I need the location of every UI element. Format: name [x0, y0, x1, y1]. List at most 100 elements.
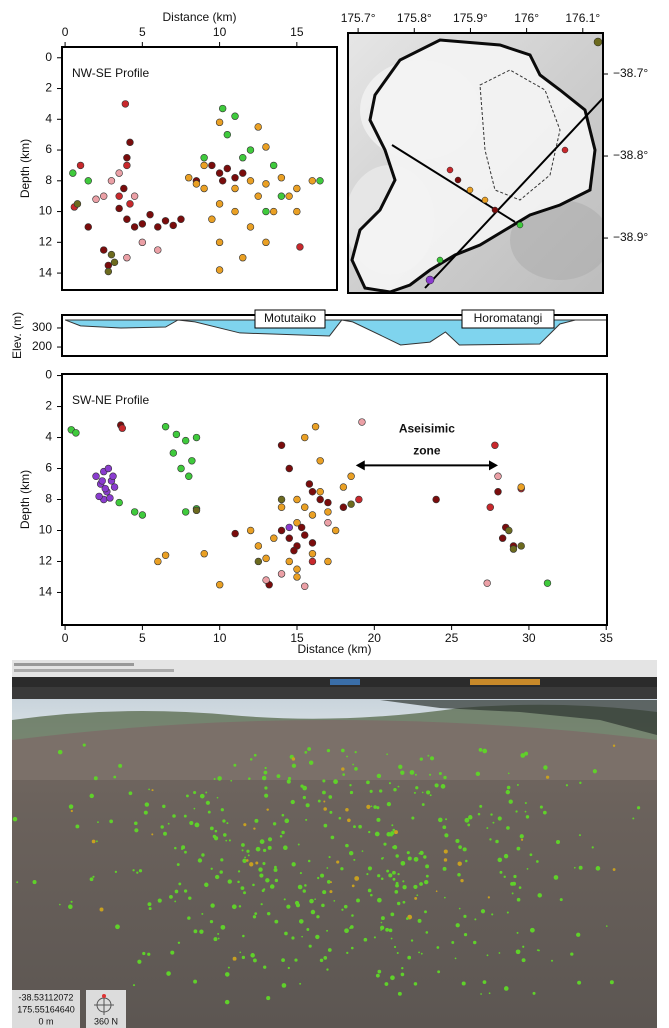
point-cloud-dot [216, 796, 219, 799]
point-cloud-dot [264, 793, 269, 798]
x-tick-label: 0 [62, 631, 69, 645]
point-cloud-dot [363, 937, 368, 942]
point-cloud-dot [350, 946, 354, 950]
event [316, 177, 324, 185]
event [215, 118, 224, 127]
point-cloud-dot [157, 898, 162, 903]
viewer-screenshot [12, 660, 657, 1028]
point-cloud-dot [322, 779, 326, 783]
point-cloud-dot [529, 927, 535, 933]
point-cloud-dot [237, 870, 241, 873]
point-cloud-dot [68, 904, 73, 909]
point-cloud-dot [419, 757, 423, 761]
y-tick-label: 0 [45, 368, 52, 382]
point-cloud-dot [210, 903, 215, 908]
point-cloud-dot [350, 925, 354, 929]
event [185, 472, 193, 480]
point-cloud-dot [321, 903, 325, 908]
point-cloud-dot [390, 937, 393, 940]
y-tick-label: 12 [39, 234, 53, 248]
event [262, 180, 270, 188]
map-frame [347, 32, 604, 294]
point-cloud-dot [89, 793, 94, 799]
y-tick-label: 10 [39, 523, 53, 537]
event [115, 204, 123, 213]
point-cloud-dot [457, 872, 461, 877]
event [239, 169, 247, 177]
point-cloud-dot [458, 907, 461, 910]
point-cloud-dot [259, 839, 265, 844]
point-cloud-dot [266, 996, 271, 1001]
point-cloud-dot [346, 755, 348, 758]
point-cloud-dot [492, 821, 495, 824]
y-tick-label: 300 [32, 320, 52, 334]
point-cloud-dot [380, 925, 385, 930]
point-cloud-dot [444, 833, 449, 838]
y-tick-label: 12 [39, 554, 53, 568]
point-cloud-dot [553, 875, 559, 880]
point-cloud-dot [443, 858, 448, 862]
point-cloud-dot [420, 952, 423, 955]
event [115, 498, 123, 507]
point-cloud-dot [12, 816, 18, 822]
point-cloud-dot [395, 883, 399, 888]
point-cloud-dot [460, 879, 464, 883]
point-cloud-dot [347, 818, 351, 823]
point-cloud-dot [260, 903, 263, 906]
point-cloud-dot [205, 791, 208, 794]
point-cloud-dot [246, 859, 249, 862]
point-cloud-dot [305, 803, 310, 808]
event [262, 238, 270, 247]
point-cloud-dot [518, 886, 522, 889]
point-cloud-dot [283, 845, 288, 851]
point-cloud-dot [419, 850, 424, 856]
point-cloud-dot [421, 803, 425, 806]
x-tick-label: 0 [62, 25, 69, 39]
event [277, 503, 286, 511]
point-cloud-dot [333, 779, 338, 785]
point-cloud-dot [526, 868, 529, 870]
point-cloud-dot [592, 769, 597, 774]
event [215, 200, 224, 208]
event [192, 180, 201, 188]
point-cloud-dot [393, 945, 397, 949]
x-tick-label: 20 [368, 631, 382, 645]
point-cloud-dot [366, 780, 370, 785]
point-cloud-dot [136, 871, 139, 874]
point-cloud-dot [570, 952, 574, 956]
point-cloud-dot [274, 878, 279, 883]
point-cloud-dot [427, 754, 430, 757]
point-cloud-dot [480, 993, 482, 995]
point-cloud-dot [193, 807, 196, 810]
point-cloud-dot [274, 865, 277, 869]
event [169, 221, 177, 230]
point-cloud-dot [477, 812, 481, 816]
point-cloud-dot [394, 889, 399, 894]
point-cloud-dot [539, 805, 543, 809]
event [308, 511, 317, 519]
point-cloud-dot [377, 897, 382, 903]
point-cloud-dot [402, 900, 406, 904]
point-cloud-dot [396, 951, 399, 955]
point-cloud-dot [354, 876, 360, 881]
event [161, 217, 170, 225]
event [324, 557, 332, 566]
point-cloud-dot [261, 775, 267, 781]
event [138, 511, 147, 519]
point-cloud-dot [96, 840, 98, 843]
point-cloud-dot [522, 945, 525, 948]
point-cloud-dot [424, 879, 429, 885]
point-cloud-dot [91, 839, 96, 844]
point-cloud-dot [463, 933, 468, 937]
event [192, 433, 201, 442]
point-cloud-dot [421, 791, 424, 794]
point-cloud-dot [520, 753, 526, 758]
point-cloud-dot [276, 774, 281, 779]
point-cloud-dot [505, 789, 511, 795]
y-tick-label: −38.7° [613, 66, 648, 80]
point-cloud-dot [482, 748, 488, 754]
point-cloud-dot [497, 857, 503, 863]
point-cloud-dot [281, 983, 287, 988]
point-cloud-dot [345, 807, 349, 812]
x-tick-label: 176° [514, 11, 539, 25]
